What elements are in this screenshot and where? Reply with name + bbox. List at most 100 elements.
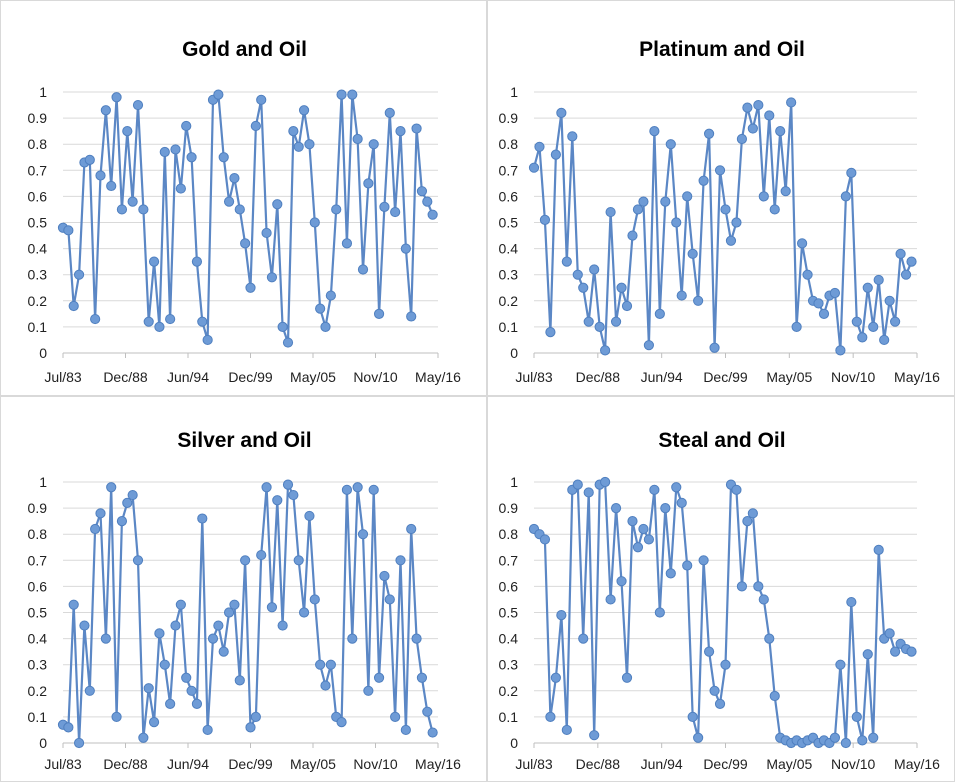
data-point <box>390 711 401 722</box>
data-point <box>676 290 687 301</box>
y-tick-label: 0.4 <box>499 241 519 257</box>
data-point <box>786 97 797 108</box>
data-point <box>336 89 347 100</box>
x-tick-label: May/05 <box>290 756 336 772</box>
data-point <box>191 698 203 709</box>
data-point <box>687 711 698 722</box>
chart-svg: Silver and Oil 0 0.1 0.2 0.3 0.4 0.5 0.6 0.7 0.8 0… <box>28 429 462 772</box>
data-point <box>550 672 561 683</box>
y-tick-label: 0.2 <box>499 683 519 699</box>
data-point <box>621 672 633 683</box>
data-point <box>665 568 676 579</box>
data-point <box>862 649 873 660</box>
data-point <box>148 256 160 267</box>
chart-title: Steal and Oil <box>658 429 785 452</box>
data-point <box>95 170 106 181</box>
y-tick-label: 0.1 <box>499 319 519 335</box>
y-tick-label: 0.9 <box>499 110 519 126</box>
data-point <box>638 196 649 207</box>
data-point <box>567 131 578 142</box>
data-point <box>277 620 288 631</box>
data-point <box>829 732 841 743</box>
data-point <box>111 92 122 103</box>
data-point <box>660 503 671 514</box>
y-tick-label: 0.7 <box>499 552 519 568</box>
y-tick-label: 0.4 <box>28 631 48 647</box>
data-point <box>331 204 342 215</box>
data-point <box>293 555 304 566</box>
data-point <box>802 269 813 280</box>
x-tick-label: Jul/83 <box>44 369 82 385</box>
y-tick-label: 0.6 <box>28 188 48 204</box>
data-point <box>127 489 138 501</box>
data-point <box>676 497 687 508</box>
data-point <box>835 345 846 356</box>
data-point <box>780 186 791 197</box>
data-point <box>218 646 229 657</box>
data-point <box>747 123 758 134</box>
y-tick-label: 0.6 <box>499 188 519 204</box>
data-point <box>79 620 90 631</box>
chart-panel-steal-oil: Steal and Oil 0 0.1 0.2 0.3 0.4 0.5 0.6 0.7 0.8 0.… <box>487 396 955 782</box>
data-point <box>742 516 753 527</box>
data-point <box>309 217 320 228</box>
data-point <box>256 94 267 105</box>
chart-title: Gold and Oil <box>182 38 307 61</box>
x-tick-label: Dec/88 <box>576 756 621 772</box>
data-point <box>73 737 85 749</box>
data-point <box>643 534 654 545</box>
data-point <box>202 724 213 736</box>
y-tick-label: 0.3 <box>28 657 48 673</box>
data-point <box>240 555 251 566</box>
data-point <box>175 599 186 610</box>
y-tick-label: 0.2 <box>28 293 48 309</box>
x-tick-label: Nov/10 <box>831 369 876 385</box>
y-tick-label: 0.5 <box>499 605 519 621</box>
data-point <box>347 89 358 100</box>
data-point <box>95 508 106 519</box>
data-point <box>703 128 715 139</box>
x-tick-label: Jun/94 <box>641 756 683 772</box>
data-point <box>528 162 540 173</box>
data-point <box>411 633 422 644</box>
x-tick-label: Dec/88 <box>103 369 148 385</box>
data-point <box>775 126 786 137</box>
y-tick-label: 0.3 <box>28 267 48 283</box>
series-line-platinum-oil <box>532 101 913 352</box>
data-point <box>605 594 616 605</box>
data-point <box>298 105 310 116</box>
y-tick-label: 0.8 <box>28 136 48 152</box>
data-point <box>550 149 561 160</box>
data-point <box>873 274 884 286</box>
data-point <box>851 711 862 722</box>
data-point <box>594 321 605 332</box>
y-tick-label: 0.8 <box>499 136 519 152</box>
data-point <box>835 659 846 670</box>
data-point <box>106 180 117 192</box>
data-point <box>159 659 170 670</box>
data-point <box>589 730 600 741</box>
data-point <box>181 672 192 683</box>
data-point <box>68 300 79 312</box>
data-point <box>589 264 600 275</box>
x-tick-label: May/16 <box>894 756 940 772</box>
data-point <box>116 204 128 215</box>
data-point <box>352 482 363 493</box>
x-tick-label: Dec/99 <box>703 756 748 772</box>
x-tick-label: May/16 <box>415 756 461 772</box>
data-point <box>245 722 256 733</box>
data-point <box>731 217 742 228</box>
data-point <box>627 516 638 527</box>
y-tick-label: 0 <box>510 345 518 361</box>
data-point <box>654 607 665 618</box>
data-point <box>84 154 95 165</box>
y-tick-label: 0.2 <box>499 293 519 309</box>
data-point <box>266 272 278 283</box>
data-point <box>698 175 709 186</box>
x-tick-label: Jul/83 <box>515 369 553 385</box>
y-tick-label: 0.7 <box>28 552 48 568</box>
x-tick-label: Jul/83 <box>515 756 553 772</box>
data-point <box>320 321 331 332</box>
data-point <box>363 178 374 189</box>
data-point <box>846 596 857 608</box>
